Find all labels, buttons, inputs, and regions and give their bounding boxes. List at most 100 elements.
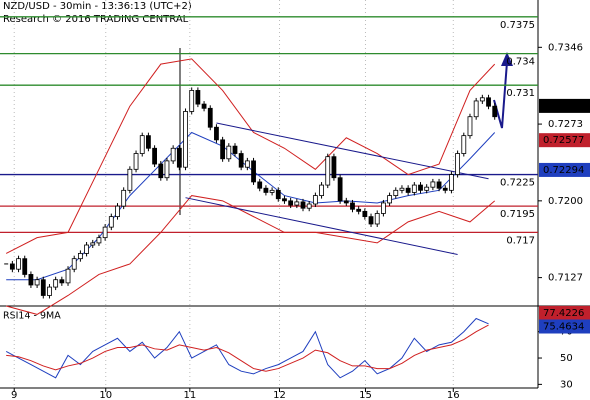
value-box <box>539 305 590 320</box>
candle <box>442 187 448 191</box>
candle <box>232 145 238 154</box>
candle <box>467 116 473 137</box>
candle <box>238 153 244 168</box>
overlay-line <box>5 58 496 254</box>
projection-arrow-head <box>501 52 513 66</box>
level-label: 0.734 <box>506 57 535 68</box>
candle <box>461 135 467 154</box>
candle <box>176 147 182 168</box>
candle <box>312 195 318 205</box>
y-tick-label: 0.7273 <box>548 119 583 130</box>
candle <box>263 187 269 193</box>
candle <box>350 202 355 210</box>
candle <box>343 200 349 204</box>
x-tick-label: 12 <box>273 390 286 400</box>
candle <box>158 163 164 179</box>
level-label: 0.7375 <box>500 20 535 31</box>
value-box-label: 0.72294 <box>543 165 584 176</box>
candle <box>337 177 343 202</box>
level-label: 0.7195 <box>500 209 535 220</box>
candle <box>319 184 324 196</box>
candle <box>411 184 417 193</box>
candle <box>121 189 127 207</box>
candle <box>424 186 430 191</box>
candle <box>362 210 368 218</box>
value-box <box>539 133 590 148</box>
candle <box>214 126 219 141</box>
candle <box>374 213 380 225</box>
candle <box>84 244 89 254</box>
rsi-label: RSI14 - 9MA <box>3 311 61 322</box>
candle <box>47 286 52 296</box>
y-tick-label: 0.7346 <box>548 42 583 53</box>
candle <box>102 226 108 239</box>
candle <box>269 189 275 193</box>
candle <box>325 156 331 186</box>
candle <box>40 279 46 296</box>
candle <box>393 189 399 196</box>
candle <box>275 189 281 200</box>
candle <box>115 205 120 218</box>
x-tick-label: 11 <box>183 390 196 400</box>
value-box <box>539 98 590 113</box>
value-box-label: 75.4634 <box>543 322 584 333</box>
candle <box>282 198 287 202</box>
candle <box>436 181 442 189</box>
candle <box>22 258 28 275</box>
value-box-label: 0.72577 <box>543 135 584 146</box>
trendline <box>216 122 489 180</box>
candle <box>368 216 374 225</box>
candle <box>9 263 15 270</box>
candle <box>28 274 34 286</box>
candle <box>405 187 411 193</box>
candle <box>288 200 294 206</box>
candle <box>108 216 114 228</box>
candle <box>207 107 213 128</box>
value-box-label: 77.4226 <box>543 308 584 319</box>
candle <box>146 135 151 149</box>
rsi-tick-label: 30 <box>560 379 573 390</box>
rsi-line <box>5 317 489 379</box>
rsi-line <box>6 324 489 372</box>
candle <box>90 242 96 246</box>
candle <box>244 160 250 168</box>
candle <box>455 153 461 175</box>
candle <box>430 181 436 188</box>
candle <box>164 160 170 179</box>
value-box-label: 0.72903 <box>543 101 584 112</box>
overlay-line <box>6 195 496 315</box>
candle <box>492 105 498 118</box>
candle <box>201 103 207 109</box>
candle <box>16 258 21 270</box>
candle <box>479 97 485 102</box>
value-box <box>539 319 590 334</box>
level-label: 0.7225 <box>500 178 535 189</box>
y-tick-label: 0.7200 <box>548 196 583 207</box>
candle <box>127 168 133 191</box>
candle <box>418 184 423 191</box>
candle <box>399 187 405 191</box>
chart-subtitle: Research © 2016 TRADING CENTRAL <box>3 14 189 25</box>
candle <box>356 208 362 212</box>
candle <box>473 100 479 118</box>
candle <box>59 279 65 284</box>
candle <box>486 97 491 107</box>
candle <box>71 258 77 270</box>
y-tick-label: 0.7127 <box>548 273 583 284</box>
level-label: 0.717 <box>506 235 535 246</box>
candle <box>133 153 139 170</box>
candle <box>294 201 300 206</box>
candle <box>331 156 337 179</box>
candle <box>251 160 256 183</box>
candle <box>300 201 306 209</box>
candle <box>53 279 59 288</box>
candle <box>139 135 145 154</box>
candle <box>96 237 102 244</box>
candle <box>65 268 71 284</box>
x-tick-label: 15 <box>359 390 372 400</box>
x-tick-label: 9 <box>11 390 17 400</box>
candle <box>220 139 226 160</box>
candle <box>34 279 40 286</box>
